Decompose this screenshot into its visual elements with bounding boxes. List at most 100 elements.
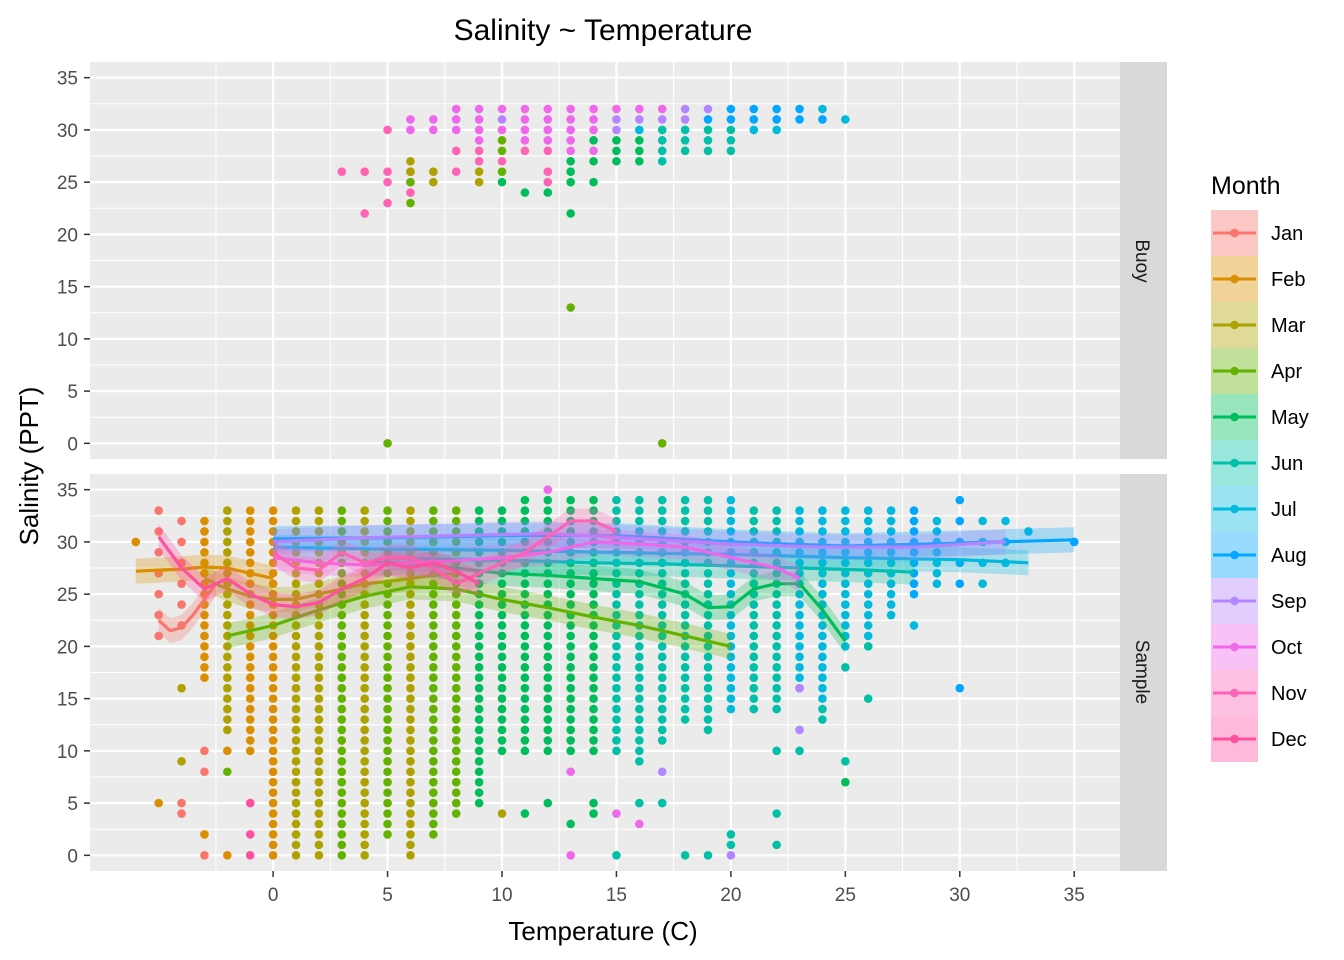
- data-point-mar: [223, 548, 232, 557]
- data-point-may: [543, 589, 553, 599]
- data-point-mar: [406, 840, 415, 850]
- data-point-nov: [520, 146, 530, 156]
- data-point-apr: [451, 642, 461, 651]
- data-point-jul: [863, 631, 873, 641]
- data-point-may: [474, 642, 484, 651]
- data-point-apr: [383, 439, 392, 448]
- data-point-jun: [749, 694, 759, 703]
- data-point-mar: [314, 840, 324, 850]
- data-point-oct: [406, 115, 415, 124]
- data-point-feb: [268, 673, 278, 683]
- data-point-apr: [429, 725, 438, 735]
- data-point-jun: [657, 610, 667, 620]
- data-point-apr: [429, 610, 438, 620]
- data-point-feb: [200, 673, 209, 683]
- data-point-jul: [841, 621, 850, 630]
- smooth-ribbon-may: [364, 550, 846, 654]
- data-point-jul: [1001, 516, 1010, 526]
- data-point-feb: [268, 516, 278, 526]
- data-point-jun: [749, 506, 759, 515]
- data-point-jul: [726, 589, 736, 599]
- data-point-apr: [337, 830, 347, 839]
- data-point-apr: [337, 809, 347, 818]
- data-point-apr: [383, 621, 392, 630]
- data-point-may: [543, 610, 553, 620]
- smooth-ribbon-dec: [158, 524, 480, 620]
- data-point-may: [566, 694, 575, 703]
- data-point-may: [520, 694, 530, 703]
- data-point-apr: [451, 694, 461, 703]
- data-point-may: [589, 642, 598, 651]
- data-point-apr: [337, 788, 347, 797]
- data-point-apr: [451, 725, 461, 735]
- data-point-mar: [223, 694, 232, 703]
- data-point-mar: [291, 631, 301, 641]
- data-point-may: [566, 167, 575, 176]
- data-point-feb: [200, 830, 209, 839]
- data-point-mar: [314, 809, 324, 818]
- data-point-may: [520, 683, 530, 693]
- data-point-jun: [657, 725, 667, 735]
- legend-dot-jun: [1230, 458, 1239, 468]
- data-point-mar: [314, 736, 324, 745]
- legend: Month Jan Feb Mar Apr May Jun Jul Aug Sep Oct Nov D…: [1211, 172, 1309, 762]
- data-point-apr: [337, 662, 347, 672]
- data-point-feb: [245, 704, 255, 714]
- data-point-apr: [383, 610, 392, 620]
- data-point-jun: [749, 516, 759, 526]
- data-point-may: [543, 683, 553, 693]
- data-point-jun: [863, 694, 873, 703]
- data-point-jul: [726, 694, 736, 703]
- data-point-jun: [635, 631, 644, 641]
- data-point-jul: [726, 621, 736, 630]
- data-point-jun: [703, 506, 713, 515]
- data-point-jul: [863, 621, 873, 630]
- data-point-jul: [841, 642, 850, 651]
- data-point-apr: [451, 631, 461, 641]
- data-point-feb: [268, 725, 278, 735]
- data-point-apr: [383, 683, 392, 693]
- legend-dot-may: [1230, 412, 1239, 422]
- data-point-jun: [749, 631, 759, 641]
- data-point-feb: [200, 548, 209, 557]
- data-point-may: [543, 642, 553, 651]
- data-point-jun: [772, 631, 781, 641]
- data-point-mar: [406, 631, 415, 641]
- data-point-jun: [680, 146, 690, 156]
- data-point-may: [566, 642, 575, 651]
- data-point-may: [497, 715, 507, 724]
- data-point-feb: [245, 621, 255, 630]
- data-point-jul: [726, 631, 736, 641]
- data-point-mar: [223, 621, 232, 630]
- data-point-jun: [635, 683, 644, 693]
- data-point-may: [520, 188, 530, 197]
- data-point-feb: [245, 631, 255, 641]
- data-point-mar: [314, 683, 324, 693]
- data-point-may: [474, 757, 484, 766]
- data-point-may: [520, 610, 530, 620]
- data-point-sep: [657, 767, 667, 777]
- data-point-may: [612, 136, 621, 145]
- data-point-jul: [795, 506, 804, 515]
- data-point-oct: [543, 136, 553, 145]
- data-point-may: [612, 146, 621, 156]
- data-point-oct: [543, 104, 553, 114]
- data-point-mar: [360, 527, 369, 536]
- data-point-mar: [291, 568, 301, 578]
- data-point-apr: [451, 736, 461, 745]
- data-point-may: [566, 495, 575, 505]
- data-point-apr: [383, 527, 392, 536]
- data-point-mar: [291, 767, 301, 777]
- data-point-apr: [337, 757, 347, 766]
- data-point-jun: [612, 631, 621, 641]
- legend-label-nov: Nov: [1271, 683, 1307, 705]
- data-point-jun: [657, 736, 667, 745]
- data-point-oct: [497, 104, 507, 114]
- data-point-feb: [268, 736, 278, 745]
- data-point-mar: [429, 177, 438, 187]
- data-point-jul: [749, 125, 759, 135]
- data-point-apr: [451, 537, 461, 547]
- data-point-mar: [223, 568, 232, 578]
- data-point-apr: [406, 198, 415, 208]
- data-point-mar: [406, 746, 415, 756]
